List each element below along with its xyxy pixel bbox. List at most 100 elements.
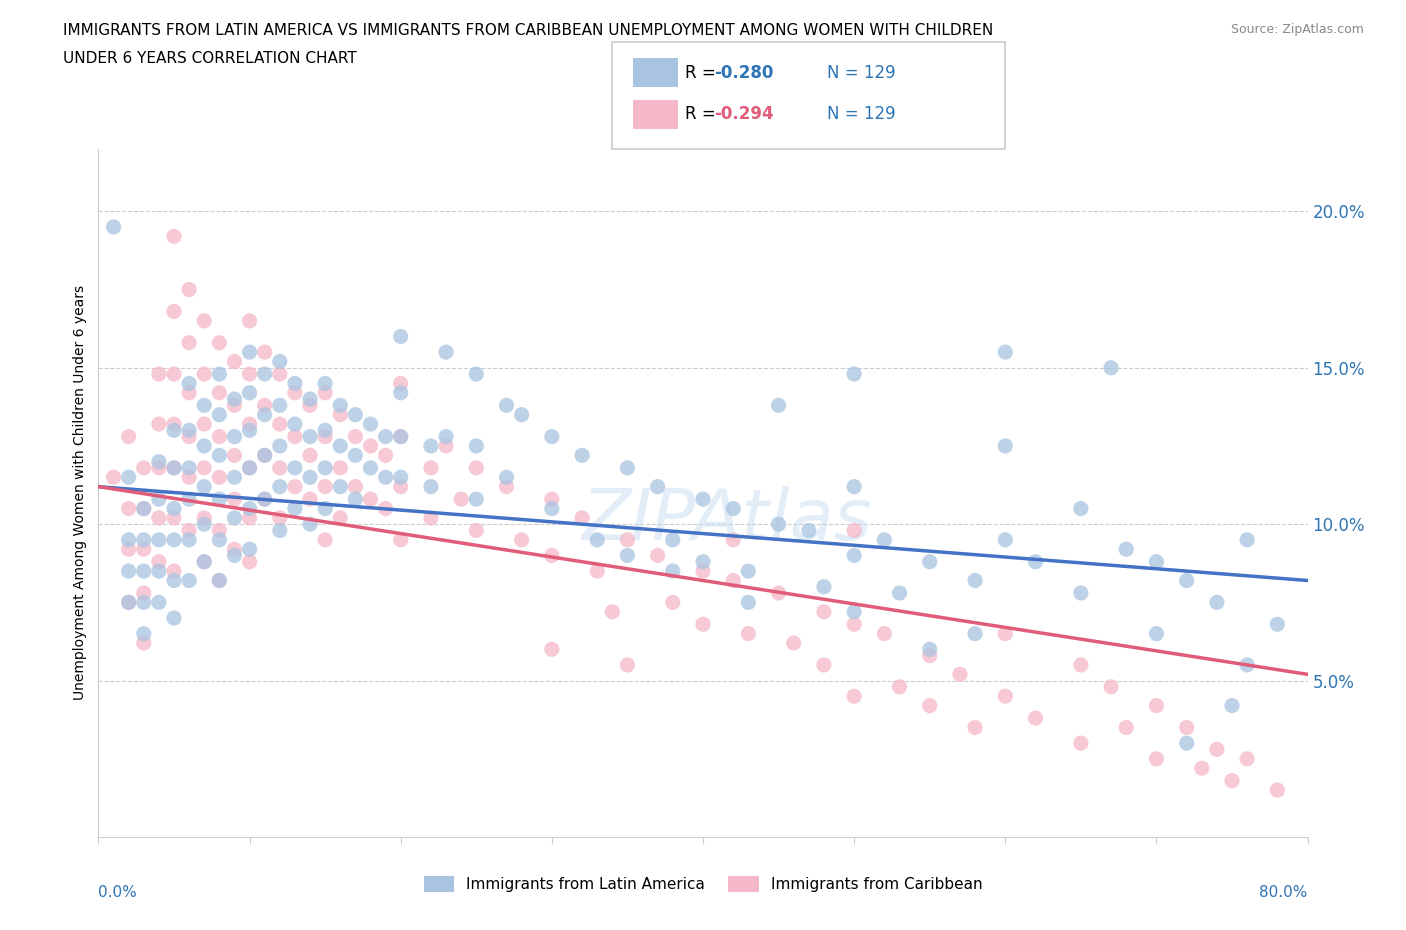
Point <box>389 479 412 494</box>
Point <box>208 407 231 422</box>
Point <box>692 492 714 507</box>
Point <box>224 492 246 507</box>
Point <box>208 336 231 351</box>
Point <box>118 542 141 557</box>
Text: 80.0%: 80.0% <box>1260 885 1308 900</box>
Point <box>1144 554 1167 569</box>
Point <box>208 366 231 381</box>
Point <box>389 429 412 444</box>
Point <box>224 392 246 406</box>
Point <box>571 511 593 525</box>
Point <box>179 385 201 400</box>
Point <box>163 532 186 547</box>
Point <box>661 564 683 578</box>
Point <box>148 511 170 525</box>
Point <box>269 479 291 494</box>
Point <box>540 642 562 657</box>
Point <box>163 564 186 578</box>
Point <box>602 604 624 619</box>
Point <box>844 604 866 619</box>
Point <box>768 586 790 601</box>
Legend: Immigrants from Latin America, Immigrants from Caribbean: Immigrants from Latin America, Immigrant… <box>418 870 988 898</box>
Point <box>269 511 291 525</box>
Point <box>1115 720 1137 735</box>
Point <box>239 460 262 475</box>
Point <box>360 439 382 454</box>
Point <box>132 532 155 547</box>
Point <box>1175 573 1198 588</box>
Point <box>253 448 276 463</box>
Point <box>1115 542 1137 557</box>
Point <box>692 564 714 578</box>
Point <box>132 501 155 516</box>
Point <box>374 501 396 516</box>
Point <box>465 439 488 454</box>
Point <box>692 617 714 631</box>
Point <box>495 398 517 413</box>
Point <box>163 573 186 588</box>
Point <box>420 460 443 475</box>
Point <box>193 479 215 494</box>
Point <box>269 366 291 381</box>
Point <box>918 648 941 663</box>
Point <box>239 423 262 438</box>
Point <box>118 595 141 610</box>
Point <box>1267 783 1289 798</box>
Point <box>269 439 291 454</box>
Text: N = 129: N = 129 <box>827 63 896 82</box>
Point <box>1236 658 1258 672</box>
Point <box>193 417 215 432</box>
Text: R =: R = <box>685 105 721 124</box>
Point <box>1220 698 1243 713</box>
Point <box>1024 554 1046 569</box>
Point <box>540 429 562 444</box>
Point <box>465 492 488 507</box>
Point <box>179 492 201 507</box>
Point <box>239 385 262 400</box>
Point <box>844 617 866 631</box>
Point <box>783 635 806 650</box>
Point <box>540 492 562 507</box>
Point <box>994 532 1017 547</box>
Point <box>389 329 412 344</box>
Text: Source: ZipAtlas.com: Source: ZipAtlas.com <box>1230 23 1364 36</box>
Point <box>1206 595 1229 610</box>
Point <box>344 407 367 422</box>
Point <box>132 460 155 475</box>
Point <box>994 345 1017 360</box>
Point <box>844 366 866 381</box>
Point <box>1099 680 1122 695</box>
Point <box>224 429 246 444</box>
Point <box>813 604 835 619</box>
Point <box>253 492 276 507</box>
Point <box>389 429 412 444</box>
Point <box>965 720 987 735</box>
Point <box>253 366 276 381</box>
Point <box>571 448 593 463</box>
Text: -0.280: -0.280 <box>714 63 773 82</box>
Point <box>1070 658 1092 672</box>
Text: 0.0%: 0.0% <box>98 885 138 900</box>
Point <box>269 417 291 432</box>
Point <box>314 429 336 444</box>
Point <box>918 698 941 713</box>
Point <box>299 429 322 444</box>
Point <box>737 595 759 610</box>
Point <box>148 417 170 432</box>
Point <box>239 554 262 569</box>
Point <box>179 282 201 297</box>
Point <box>284 417 307 432</box>
Point <box>360 492 382 507</box>
Point <box>163 460 186 475</box>
Point <box>360 460 382 475</box>
Point <box>723 532 745 547</box>
Point <box>314 376 336 391</box>
Point <box>314 385 336 400</box>
Point <box>918 554 941 569</box>
Point <box>299 392 322 406</box>
Point <box>193 460 215 475</box>
Point <box>132 586 155 601</box>
Point <box>118 595 141 610</box>
Point <box>163 460 186 475</box>
Point <box>208 573 231 588</box>
